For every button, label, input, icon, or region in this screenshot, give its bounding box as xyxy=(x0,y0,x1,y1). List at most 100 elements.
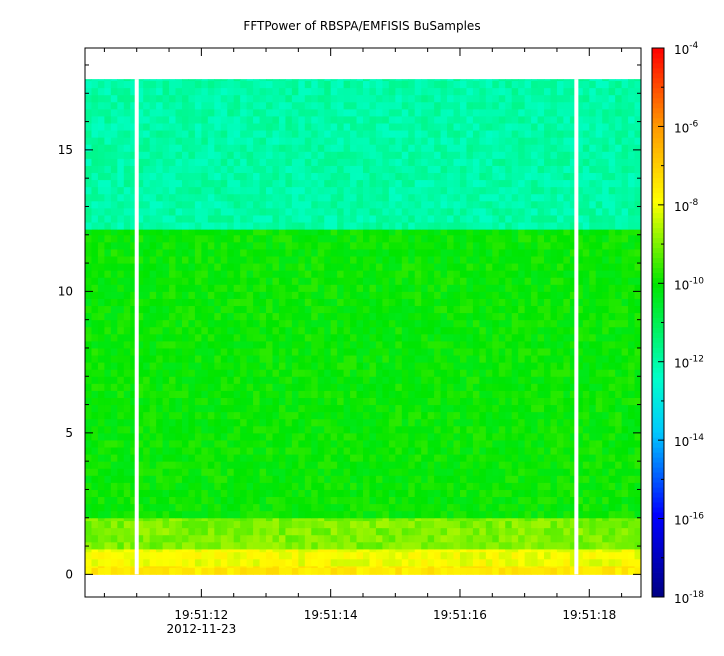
heatmap-cell xyxy=(544,222,551,230)
heatmap-cell xyxy=(628,475,636,483)
heatmap-cell xyxy=(563,200,571,209)
heatmap-cell xyxy=(356,567,364,575)
heatmap-cell xyxy=(382,454,390,462)
heatmap-cell xyxy=(440,222,448,230)
heatmap-cell xyxy=(201,186,209,195)
heatmap-cell xyxy=(317,193,325,202)
heatmap-cell xyxy=(298,186,306,195)
heatmap-cell xyxy=(123,411,131,420)
heatmap-cell xyxy=(479,179,487,188)
heatmap-cell xyxy=(602,193,610,202)
heatmap-cell xyxy=(350,291,358,299)
heatmap-cell xyxy=(175,482,183,490)
heatmap-cell xyxy=(123,333,131,342)
heatmap-cell xyxy=(388,439,396,448)
heatmap-cell xyxy=(518,397,526,406)
heatmap-cell xyxy=(350,369,358,377)
heatmap-cell xyxy=(156,277,164,285)
heatmap-cell xyxy=(628,489,636,498)
heatmap-cell xyxy=(369,397,377,406)
heatmap-cell xyxy=(576,270,584,278)
heatmap-cell xyxy=(298,291,306,299)
heatmap-cell xyxy=(544,284,551,292)
heatmap-cell xyxy=(136,567,144,575)
heatmap-cell xyxy=(233,256,241,264)
heatmap-cell xyxy=(375,517,383,522)
heatmap-cell xyxy=(634,234,642,243)
heatmap-cell xyxy=(233,534,241,543)
heatmap-cell xyxy=(440,305,448,314)
heatmap-cell xyxy=(337,241,345,250)
heatmap-cell xyxy=(466,520,474,529)
heatmap-cell xyxy=(266,186,273,195)
heatmap-cell xyxy=(110,222,118,230)
heatmap-cell xyxy=(240,390,248,398)
heatmap-cell xyxy=(582,207,590,216)
heatmap-cell xyxy=(472,534,480,543)
heatmap-cell xyxy=(621,534,629,543)
heatmap-cell xyxy=(181,527,189,536)
heatmap-cell xyxy=(453,411,461,420)
heatmap-cell xyxy=(388,510,396,519)
heatmap-cell xyxy=(143,551,151,560)
heatmap-cell xyxy=(110,439,118,448)
heatmap-cell xyxy=(531,248,539,257)
heatmap-cell xyxy=(518,369,526,377)
heatmap-cell xyxy=(589,347,597,356)
heatmap-cell xyxy=(363,234,370,243)
heatmap-cell xyxy=(615,418,623,427)
heatmap-cell xyxy=(298,468,306,476)
heatmap-cell xyxy=(110,482,118,490)
heatmap-cell xyxy=(175,319,183,328)
heatmap-cell xyxy=(421,270,429,278)
heatmap-cell xyxy=(505,340,513,349)
heatmap-cell xyxy=(220,383,228,391)
heatmap-cell xyxy=(369,548,377,553)
heatmap-cell xyxy=(427,551,435,560)
heatmap-cell xyxy=(576,326,584,335)
heatmap-cell xyxy=(233,496,241,505)
heatmap-cell xyxy=(104,362,112,370)
heatmap-cell xyxy=(343,376,351,384)
heatmap-cell xyxy=(207,186,215,195)
heatmap-cell xyxy=(337,214,345,223)
heatmap-cell xyxy=(602,447,610,455)
heatmap-cell xyxy=(324,340,332,349)
heatmap-cell xyxy=(266,193,273,202)
heatmap-cell xyxy=(447,534,455,543)
heatmap-cell xyxy=(447,340,455,349)
heatmap-cell xyxy=(447,284,455,292)
heatmap-cell xyxy=(576,256,584,264)
heatmap-cell xyxy=(169,229,177,236)
heatmap-cell xyxy=(272,207,280,216)
heatmap-cell xyxy=(194,362,202,370)
heatmap-cell xyxy=(453,541,461,550)
heatmap-cell xyxy=(104,551,112,560)
heatmap-cell xyxy=(511,369,519,377)
heatmap-cell xyxy=(472,347,480,356)
heatmap-cell xyxy=(621,541,629,550)
heatmap-cell xyxy=(285,248,293,257)
heatmap-cell xyxy=(350,241,358,250)
heatmap-cell xyxy=(285,482,293,490)
heatmap-cell xyxy=(169,520,177,529)
heatmap-cell xyxy=(505,207,513,216)
heatmap-cell xyxy=(434,439,442,448)
heatmap-cell xyxy=(207,482,215,490)
heatmap-cell xyxy=(395,404,403,413)
heatmap-cell xyxy=(524,548,532,553)
heatmap-cell xyxy=(259,411,267,420)
heatmap-cell xyxy=(291,461,299,469)
heatmap-cell xyxy=(136,305,144,314)
heatmap-cell xyxy=(330,551,338,560)
heatmap-cell xyxy=(233,362,241,370)
heatmap-cell xyxy=(524,567,532,575)
heatmap-cell xyxy=(563,404,571,413)
heatmap-cell xyxy=(485,270,493,278)
heatmap-cell xyxy=(524,305,532,314)
heatmap-cell xyxy=(447,567,455,575)
heatmap-cell xyxy=(104,517,112,522)
heatmap-cell xyxy=(363,447,370,455)
heatmap-cell xyxy=(123,277,131,285)
heatmap-cell xyxy=(537,527,545,536)
